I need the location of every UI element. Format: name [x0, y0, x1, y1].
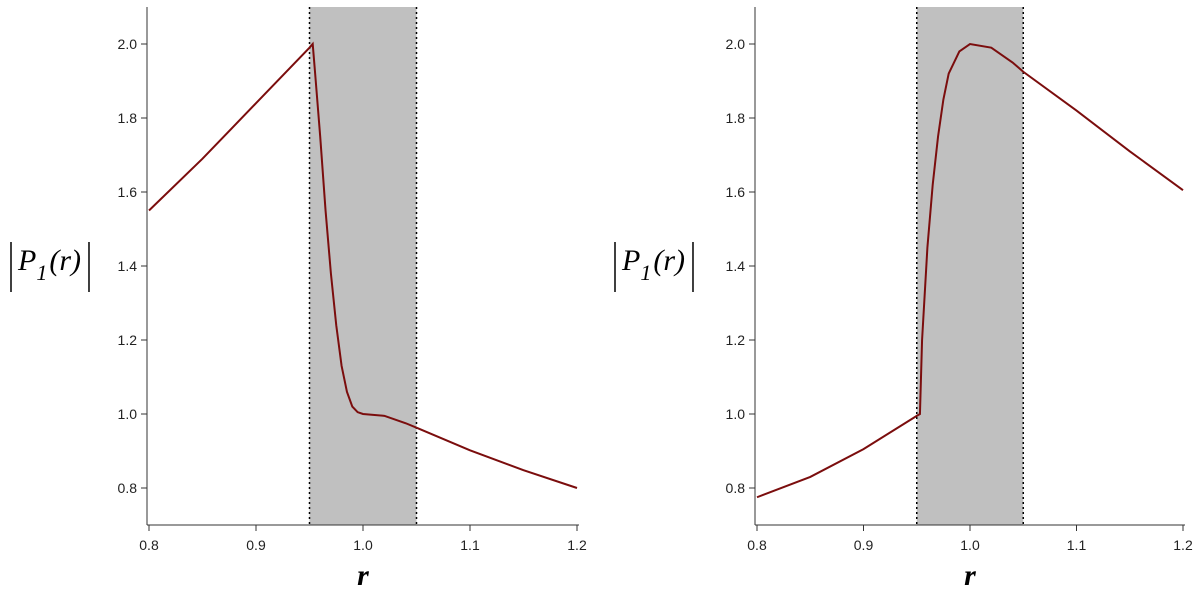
y-label-subscript: 1 [36, 260, 47, 285]
x-tick-label: 1.2 [567, 537, 587, 553]
y-tick-label: 1.8 [118, 110, 138, 126]
y-axis-label: P1(r) [621, 244, 685, 285]
shaded-region [309, 7, 417, 525]
data-line [756, 42, 1184, 499]
x-tick-label: 0.8 [747, 537, 767, 553]
y-tick-label: 1.8 [726, 110, 746, 126]
y-tick-label: 1.0 [118, 406, 138, 422]
data-line [148, 41, 578, 489]
y-label-argument: (r) [653, 244, 685, 277]
y-tick-label: 1.0 [726, 406, 746, 422]
y-label-argument: (r) [49, 244, 81, 277]
x-tick-label: 0.9 [854, 537, 874, 553]
shaded-region [916, 7, 1024, 525]
y-tick-label: 1.4 [118, 258, 138, 274]
y-tick-label: 1.6 [118, 184, 138, 200]
x-tick-label: 1.2 [1173, 537, 1193, 553]
x-tick-label: 1.1 [460, 537, 480, 553]
panel: 0.8 1.0 1.2 1.4 1.6 1.8 2.0 0.8 0.9 1.0 1.1 1.2 r P1(… [614, 7, 1193, 592]
y-label-subscript: 1 [640, 260, 651, 285]
x-tick-label: 0.8 [139, 537, 159, 553]
y-tick-label: 1.2 [726, 332, 746, 348]
y-tick-label: 1.4 [726, 258, 746, 274]
x-tick-label: 0.9 [246, 537, 266, 553]
y-tick-label: 1.2 [118, 332, 138, 348]
x-tick-label: 1.0 [353, 537, 373, 553]
y-tick-label: 2.0 [118, 36, 138, 52]
y-axis-label: P1(r) [17, 244, 81, 285]
y-tick-label: 2.0 [726, 36, 746, 52]
y-tick-label: 0.8 [726, 480, 746, 496]
y-tick-label: 1.6 [726, 184, 746, 200]
y-label-symbol: P [621, 244, 640, 277]
panel: 0.8 1.0 1.2 1.4 1.6 1.8 2.0 0.8 0.9 1.0 1.1 1.2 r P1(… [10, 7, 587, 592]
y-label-symbol: P [17, 244, 36, 277]
x-axis-label: r [357, 559, 369, 592]
y-tick-label: 0.8 [118, 480, 138, 496]
x-tick-label: 1.0 [960, 537, 980, 553]
x-tick-label: 1.1 [1067, 537, 1087, 553]
x-axis-label: r [964, 559, 976, 592]
